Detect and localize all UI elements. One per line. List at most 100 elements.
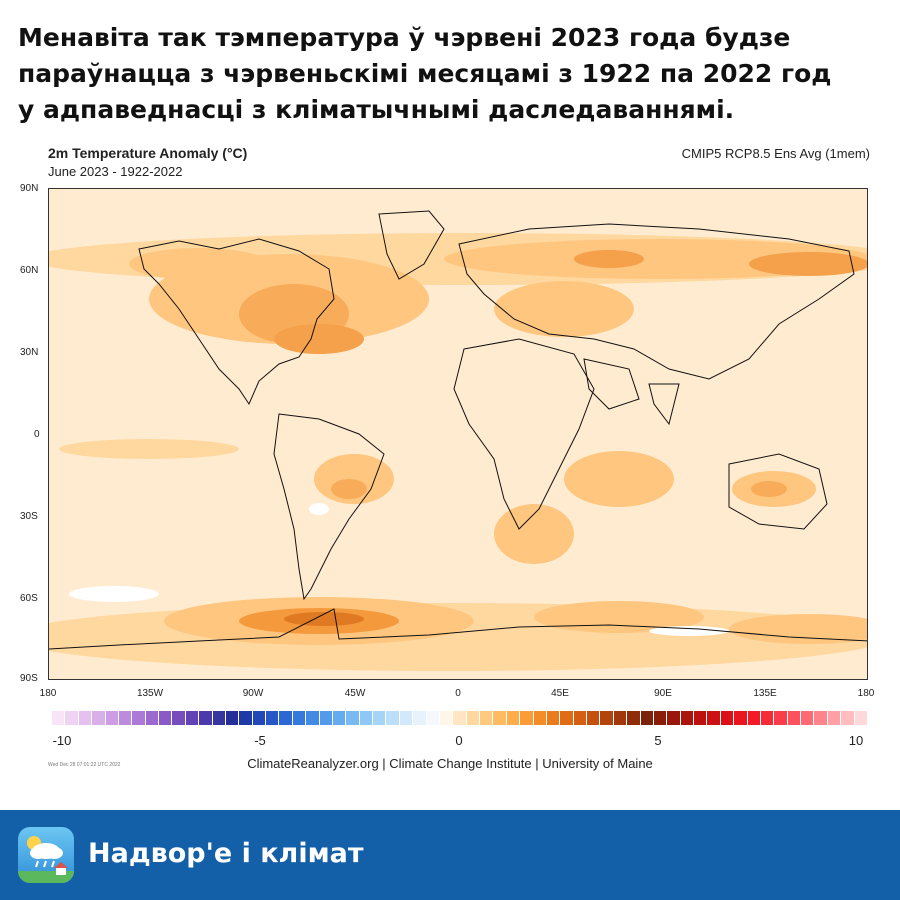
coastlines [49,210,867,650]
colorbar-swatch [346,711,360,725]
colorbar-swatch [252,711,266,725]
colorbar-swatch [694,711,708,725]
colorbar-swatch [520,711,534,725]
colorbar-swatch [493,711,507,725]
colorbar-swatch [640,711,654,725]
eurasia-outline [458,223,855,380]
colorbar-swatch [627,711,641,725]
colorbar-swatch [439,711,454,725]
colorbar-swatch [92,711,106,725]
colorbar-swatch [734,711,748,725]
colorbar-swatch [105,711,119,725]
colorbar-label-10: 10 [848,733,864,748]
map-svg [49,189,867,679]
headline-line-2: параўнацца з чэрвеньскімі месяцамі з 192… [18,59,832,88]
weather-app-icon-graphic [18,827,74,883]
lon-label-90w: 90W [242,688,264,699]
colorbar-swatch [546,711,561,725]
lon-label-0: 0 [455,688,461,699]
colorbar [52,711,868,725]
colorbar-swatch [613,711,628,725]
lon-label-180e: 180 [857,688,875,699]
colorbar-swatch [78,711,93,725]
colorbar-swatch [787,711,801,725]
colorbar-swatch [667,711,681,725]
lon-label-135e: 135E [753,688,777,699]
colorbar-label-minus-10: -10 [52,733,72,748]
footer-channel-name: Надвор'е і клімат [88,838,364,869]
north-america-outline [138,238,335,406]
lat-label-30n: 30N [20,347,39,358]
colorbar-label-minus-5: -5 [254,733,266,748]
colorbar-swatch [573,711,587,725]
colorbar-swatch [653,711,668,725]
colorbar-swatch [359,711,373,725]
colorbar-swatch [854,711,868,725]
colorbar-swatch [587,711,601,725]
colorbar-swatch [774,711,788,725]
map-title: 2m Temperature Anomaly (°C) [48,145,248,161]
colorbar-swatch [266,711,280,725]
lat-label-90s: 90S [20,673,38,684]
colorbar-swatch [279,711,293,725]
colorbar-swatch [453,711,467,725]
colorbar-swatch [680,711,694,725]
colorbar-swatch [814,711,828,725]
colorbar-swatch [827,711,842,725]
south-america-outline [273,413,385,601]
colorbar-label-5: 5 [654,733,662,748]
colorbar-swatch [600,711,614,725]
lon-label-45e: 45E [551,688,569,699]
colorbar-swatch [292,711,307,725]
temperature-anomaly-map [48,188,868,680]
colorbar-swatch [707,711,721,725]
colorbar-swatch [319,711,333,725]
colorbar-swatch [185,711,200,725]
colorbar-swatch [132,711,146,725]
colorbar-swatch [413,711,427,725]
lat-label-60s: 60S [20,593,38,604]
arabia-outline [583,358,640,410]
footer-bar: Надвор'е і клімат [0,810,900,900]
credits: ClimateReanalyzer.org | Climate Change I… [247,756,653,771]
colorbar-swatch [426,711,440,725]
colorbar-swatch [399,711,414,725]
colorbar-swatch [52,711,66,725]
headline-line-1: Менавіта так тэмпература ў чэрвені 2023 … [18,23,791,52]
map-subtitle: June 2023 - 1922-2022 [48,164,183,179]
australia-outline [728,453,828,530]
map-model-label: CMIP5 RCP8.5 Ens Avg (1mem) [681,146,870,161]
colorbar-swatch [145,711,159,725]
colorbar-swatch [466,711,480,725]
colorbar-swatch [386,711,400,725]
colorbar-swatch [506,711,521,725]
africa-outline [453,338,595,530]
colorbar-swatch [533,711,547,725]
colorbar-swatch [306,711,320,725]
colorbar-swatch [239,711,253,725]
colorbar-swatch [560,711,574,725]
lat-label-30s: 30S [20,511,38,522]
colorbar-swatch [172,711,186,725]
lon-label-135w: 135W [136,688,164,699]
colorbar-swatch [212,711,226,725]
headline: Менавіта так тэмпература ў чэрвені 2023 … [18,20,878,128]
colorbar-swatch [801,711,815,725]
lat-label-0: 0 [34,429,40,440]
colorbar-swatch [747,711,761,725]
lon-label-45w: 45W [344,688,366,699]
colorbar-swatch [760,711,775,725]
colorbar-swatch [199,711,213,725]
colorbar-swatch [720,711,735,725]
lon-label-90e: 90E [654,688,672,699]
colorbar-swatch [480,711,494,725]
weather-app-icon[interactable] [18,827,74,883]
colorbar-label-0: 0 [455,733,463,748]
timestamp: Wed Dec 28 07:01:22 UTC 2022 [48,762,121,768]
antarctica-outline [49,608,867,650]
headline-line-3: у адпаведнасці з кліматычнымі даследаван… [18,95,735,124]
colorbar-swatch [65,711,79,725]
lat-label-60n: 60N [20,265,39,276]
colorbar-swatch [225,711,240,725]
greenland-outline [378,210,445,280]
